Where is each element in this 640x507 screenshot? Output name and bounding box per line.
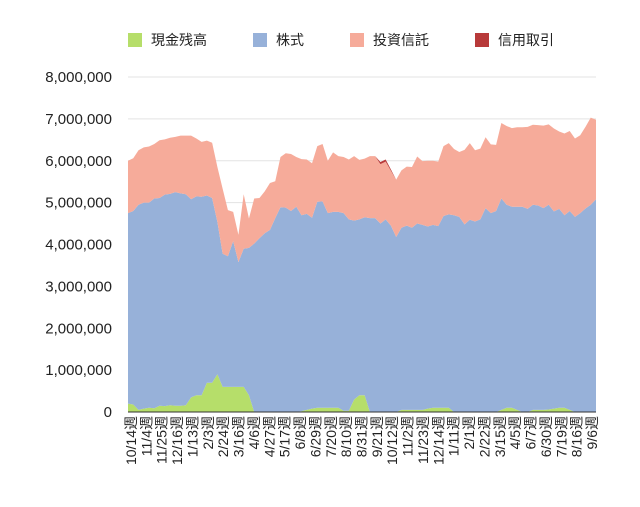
y-tick-label: 3,000,000 xyxy=(45,278,112,295)
x-tick-label: 6/29週 xyxy=(307,416,323,457)
y-tick-label: 1,000,000 xyxy=(45,362,112,379)
legend-item-margin: 信用取引 xyxy=(475,30,554,50)
x-tick-label: 4/5週 xyxy=(507,416,523,449)
x-tick-label: 9/6週 xyxy=(584,416,600,449)
area-series-trusts xyxy=(128,117,596,263)
x-tick-label: 7/19週 xyxy=(553,416,569,457)
x-tick-label: 5/17週 xyxy=(277,416,293,457)
legend-swatch-cash xyxy=(128,33,142,47)
legend-swatch-trusts xyxy=(350,33,364,47)
x-tick-label: 2/22週 xyxy=(476,416,492,457)
x-tick-label: 6/30週 xyxy=(538,416,554,457)
x-tick-label: 10/14週 xyxy=(123,416,139,465)
x-tick-label: 4/27週 xyxy=(261,416,277,457)
x-tick-label: 6/8週 xyxy=(292,416,308,449)
x-tick-label: 7/20週 xyxy=(323,416,339,457)
legend-label-stocks: 株式 xyxy=(276,32,304,48)
y-tick-label: 5,000,000 xyxy=(45,195,112,212)
x-tick-label: 2/1週 xyxy=(461,416,477,449)
legend-swatch-margin xyxy=(475,33,489,47)
y-tick-label: 7,000,000 xyxy=(45,111,112,128)
y-tick-label: 0 xyxy=(104,404,112,421)
area-series xyxy=(128,117,596,412)
x-tick-label: 8/31週 xyxy=(354,416,370,457)
x-tick-label: 11/4週 xyxy=(138,416,154,456)
x-tick-label: 11/2週 xyxy=(400,416,416,456)
x-tick-label: 1/13週 xyxy=(184,416,200,457)
x-tick-label: 8/16週 xyxy=(569,416,585,457)
legend-item-cash: 現金残高 xyxy=(128,30,207,50)
legend-item-stocks: 株式 xyxy=(253,30,304,50)
y-tick-label: 6,000,000 xyxy=(45,153,112,170)
legend-item-trusts: 投資信託 xyxy=(350,30,429,50)
legend-label-cash: 現金残高 xyxy=(151,32,207,48)
legend-swatch-stocks xyxy=(253,33,267,47)
y-tick-label: 2,000,000 xyxy=(45,320,112,337)
y-axis-tick-labels: 0 1,000,000 2,000,000 3,000,000 4,000,000 5,0… xyxy=(45,69,112,421)
x-tick-label: 11/25週 xyxy=(154,416,170,464)
x-tick-label: 12/14週 xyxy=(430,416,446,465)
x-tick-label: 11/23週 xyxy=(415,416,431,464)
legend-label-margin: 信用取引 xyxy=(498,32,554,48)
x-tick-label: 2/3週 xyxy=(200,416,216,449)
x-tick-label: 8/10週 xyxy=(338,416,354,457)
x-tick-label: 12/16週 xyxy=(169,416,185,465)
y-tick-label: 8,000,000 xyxy=(45,69,112,86)
x-tick-label: 9/21週 xyxy=(369,416,385,457)
x-tick-label: 3/15週 xyxy=(492,416,508,457)
legend-label-trusts: 投資信託 xyxy=(373,32,429,48)
legend: 現金残高 株式 投資信託 信用取引 xyxy=(128,30,608,50)
x-tick-label: 10/12週 xyxy=(384,416,400,465)
x-tick-label: 1/11週 xyxy=(446,416,462,456)
x-tick-label: 4/6週 xyxy=(246,416,262,449)
x-tick-label: 2/24週 xyxy=(215,416,231,457)
x-axis-tick-labels: 10/14週 11/4週 11/25週 12/16週 1/13週 2/3週 2/24週 3/1… xyxy=(123,416,600,465)
area-series-cash xyxy=(128,374,596,412)
x-tick-label: 6/7週 xyxy=(523,416,539,449)
y-tick-label: 4,000,000 xyxy=(45,237,112,254)
area-series-stocks xyxy=(128,192,596,412)
x-tick-label: 3/16週 xyxy=(231,416,247,457)
